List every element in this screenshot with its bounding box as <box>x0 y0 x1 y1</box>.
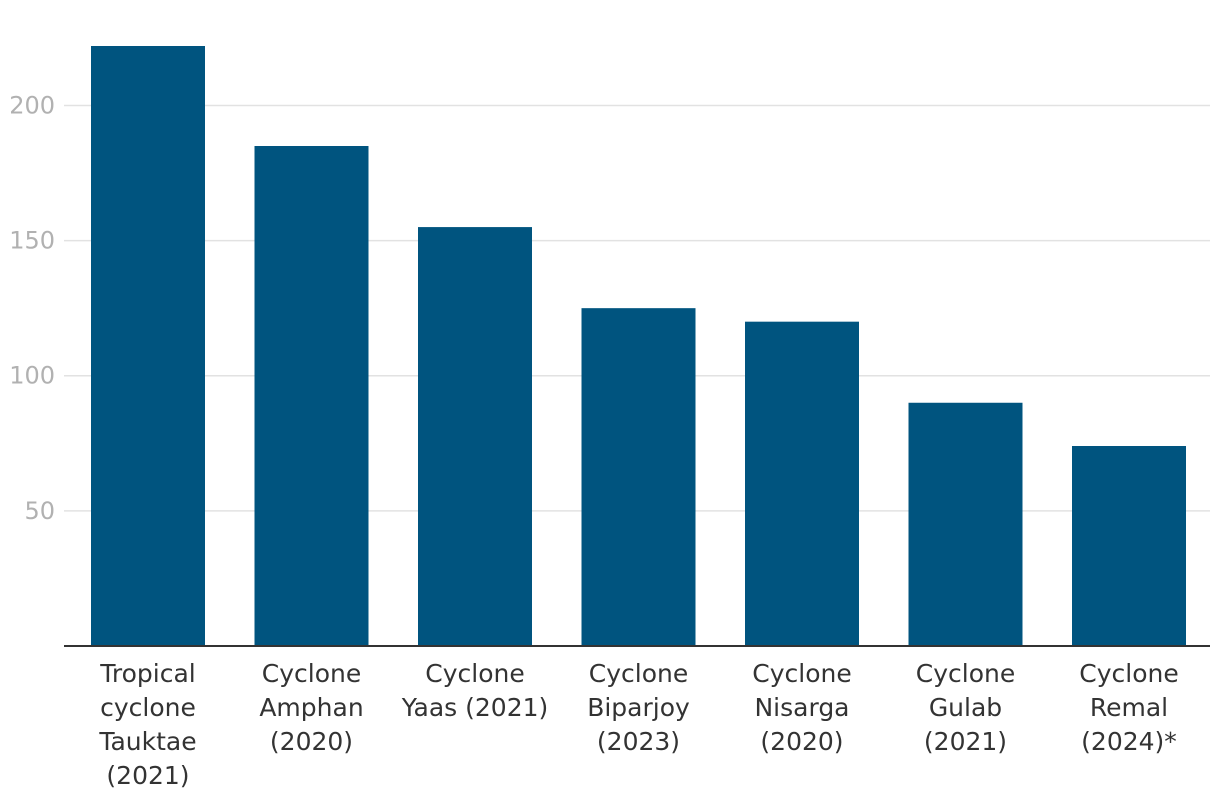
x-tick-label-2: Cyclone Amphan (2020) <box>259 659 363 756</box>
y-axis-ticks: 50 100 150 200 <box>9 91 55 524</box>
x-tick-label-line: (2020) <box>760 727 843 756</box>
bar-2 <box>254 146 369 646</box>
x-axis-labels: Tropical cyclone Tauktae (2021) Cyclone Ampha… <box>98 659 1178 790</box>
x-tick-label-line: Yaas (2021) <box>401 693 549 722</box>
x-tick-label-1: Tropical cyclone Tauktae (2021) <box>98 659 196 790</box>
x-tick-label-4: Cyclone Biparjoy (2023) <box>587 659 690 756</box>
bar-4 <box>581 308 696 646</box>
bar-7 <box>1072 446 1186 646</box>
bar-5 <box>745 321 859 646</box>
bar-1 <box>91 46 205 646</box>
y-tick-label-150: 150 <box>9 227 55 255</box>
y-tick-label-200: 200 <box>9 91 55 119</box>
x-tick-label-3: Cyclone Yaas (2021) <box>401 659 549 722</box>
x-tick-label-7: Cyclone Remal (2024)* <box>1079 659 1178 756</box>
y-tick-label-50: 50 <box>24 497 55 525</box>
x-tick-label-line: Cyclone <box>752 659 851 688</box>
x-tick-label-line: Cyclone <box>589 659 688 688</box>
x-tick-label-line: Cyclone <box>425 659 524 688</box>
x-tick-label-5: Cyclone Nisarga (2020) <box>752 659 851 756</box>
bars <box>91 46 1186 646</box>
x-tick-label-line: Tropical <box>99 659 195 688</box>
x-tick-label-line: Remal <box>1090 693 1168 722</box>
x-tick-label-line: Nisarga <box>754 693 849 722</box>
x-tick-label-line: Cyclone <box>1079 659 1178 688</box>
x-tick-label-line: (2023) <box>597 727 680 756</box>
x-tick-label-line: (2021) <box>924 727 1007 756</box>
x-tick-label-line: cyclone <box>100 693 196 722</box>
x-tick-label-line: Biparjoy <box>587 693 690 722</box>
x-tick-label-line: Gulab <box>929 693 1002 722</box>
y-tick-label-100: 100 <box>9 362 55 390</box>
x-tick-label-line: (2021) <box>106 761 189 790</box>
bar-6 <box>908 402 1023 646</box>
x-tick-label-line: Tauktae <box>98 727 196 756</box>
x-tick-label-line: Amphan <box>259 693 363 722</box>
x-tick-label-line: (2024)* <box>1081 727 1177 756</box>
x-tick-label-line: (2020) <box>270 727 353 756</box>
x-tick-label-line: Cyclone <box>916 659 1015 688</box>
x-tick-label-6: Cyclone Gulab (2021) <box>916 659 1015 756</box>
bar-3 <box>418 227 532 646</box>
x-tick-label-line: Cyclone <box>262 659 361 688</box>
